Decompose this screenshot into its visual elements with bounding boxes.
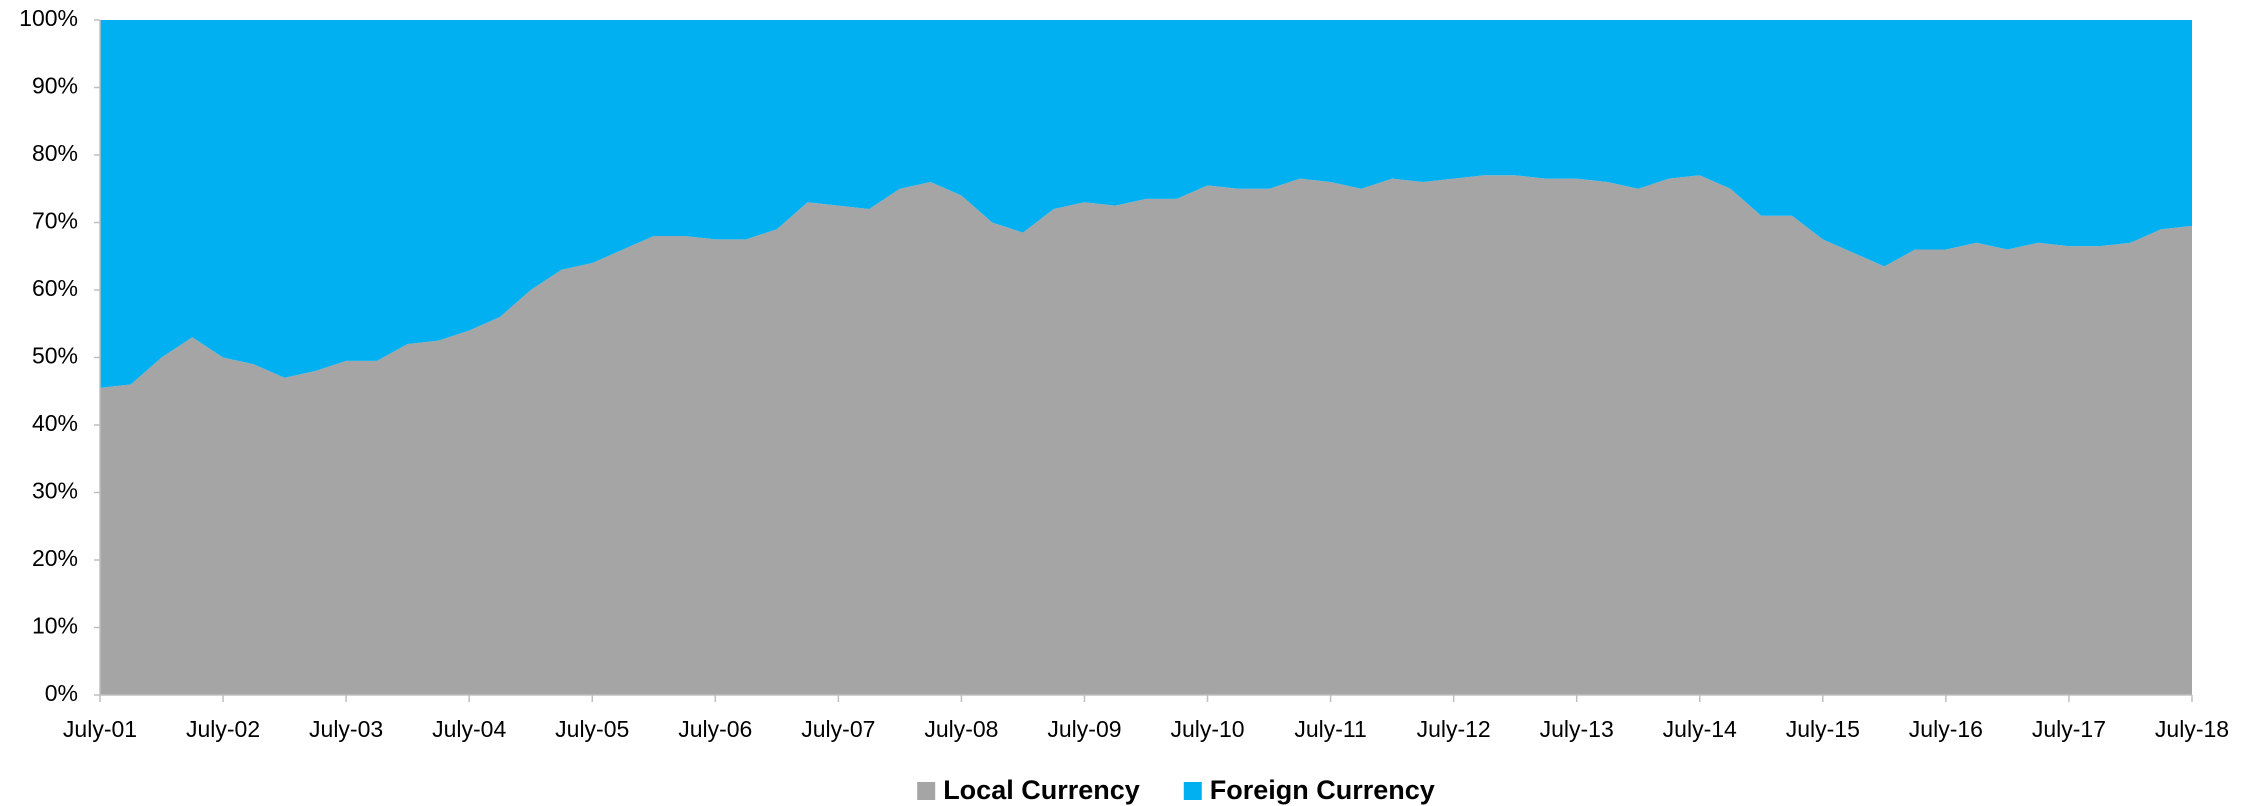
- x-tick-label: July-10: [1170, 716, 1244, 742]
- x-tick-label: July-17: [2032, 716, 2106, 742]
- x-tick-label: July-13: [1540, 716, 1614, 742]
- x-tick-label: July-12: [1417, 716, 1491, 742]
- y-tick-label: 100%: [19, 5, 78, 31]
- y-tick-label: 0%: [45, 680, 78, 706]
- x-tick-label: July-07: [801, 716, 875, 742]
- y-tick-label: 30%: [32, 478, 78, 504]
- x-tick-label: July-14: [1663, 716, 1737, 742]
- legend-swatch: [1183, 782, 1202, 800]
- x-tick-label: July-11: [1294, 716, 1366, 742]
- x-tick-label: July-08: [924, 716, 998, 742]
- y-tick-label: 50%: [32, 343, 78, 369]
- y-tick-label: 20%: [32, 545, 78, 571]
- x-tick-label: July-09: [1047, 716, 1121, 742]
- y-tick-label: 60%: [32, 275, 78, 301]
- x-tick-label: July-15: [1786, 716, 1860, 742]
- legend: Local Currency Foreign Currency: [917, 775, 1435, 805]
- y-tick-label: 80%: [32, 140, 78, 166]
- x-tick-label: July-06: [678, 716, 752, 742]
- area: [100, 20, 2192, 388]
- x-tick-label: July-16: [1909, 716, 1983, 742]
- x-tick-label: July-05: [555, 716, 629, 742]
- y-tick-label: 70%: [32, 208, 78, 234]
- legend-label: Local Currency: [943, 775, 1140, 805]
- x-tick-label: July-04: [432, 716, 506, 742]
- y-tick-label: 10%: [32, 613, 78, 639]
- legend-label: Foreign Currency: [1210, 775, 1435, 805]
- x-tick-label: July-01: [63, 716, 137, 742]
- x-tick-label: July-02: [186, 716, 260, 742]
- x-tick-label: July-18: [2155, 716, 2229, 742]
- y-tick-label: 40%: [32, 410, 78, 436]
- area: [100, 175, 2192, 695]
- x-tick-label: July-03: [309, 716, 383, 742]
- legend-swatch: [917, 782, 936, 800]
- y-tick-label: 90%: [32, 73, 78, 99]
